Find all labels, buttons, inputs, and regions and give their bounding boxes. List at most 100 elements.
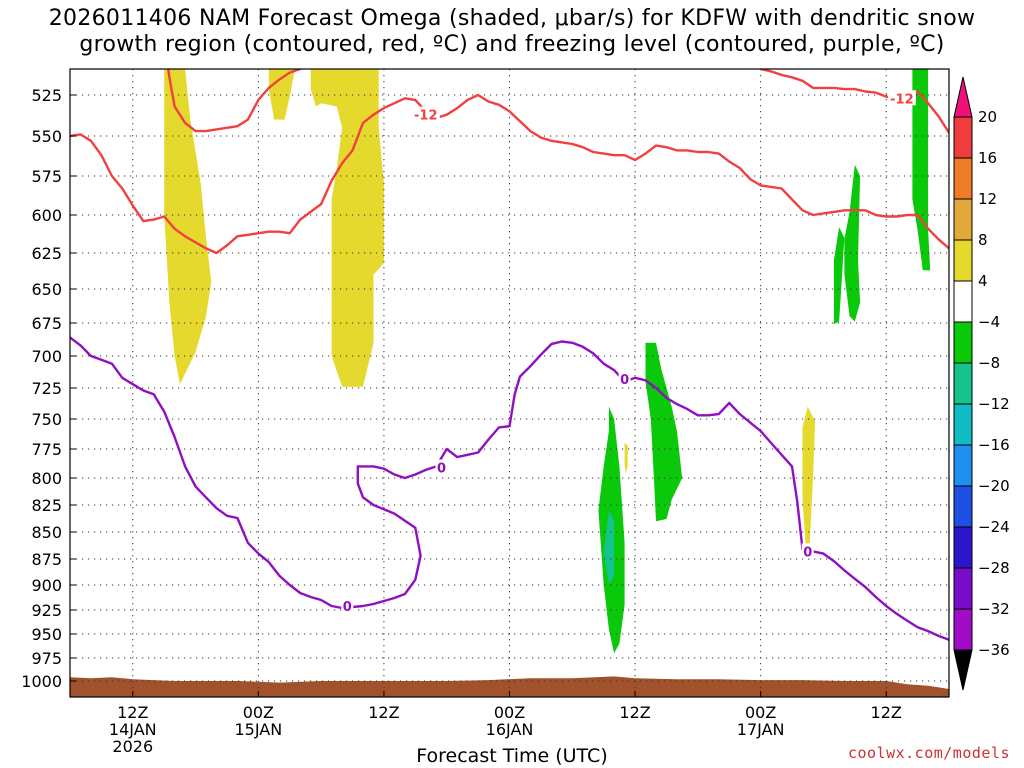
y-tick-label: 550	[31, 127, 62, 146]
colorbar-label: 4	[978, 272, 988, 290]
colorbar-top-triangle	[953, 76, 973, 118]
shaded-region-5	[802, 406, 816, 545]
contour-line-1	[70, 93, 949, 255]
x-tick-label: 12Z	[619, 703, 650, 722]
contour-label-bg	[801, 543, 814, 559]
x-tick-label: 16JAN	[486, 720, 534, 739]
x-tick-label: 2026	[112, 737, 153, 756]
y-tick-label: 950	[31, 625, 62, 644]
y-tick-label: 675	[31, 314, 62, 333]
terrain-layer	[70, 676, 949, 697]
contour-label: 0	[437, 462, 446, 477]
y-tick-label: 750	[31, 410, 62, 429]
shaded-region-10	[833, 227, 845, 325]
omega-shading-layer	[164, 69, 931, 654]
x-tick-label: 00Z	[243, 703, 274, 722]
colorbar-segment	[953, 116, 973, 159]
colorbar-label: −28	[978, 559, 1010, 577]
colorbar-segment	[953, 198, 973, 241]
colorbar-segment	[953, 403, 973, 446]
colorbar-segment	[953, 362, 973, 405]
shaded-region-3	[310, 69, 384, 387]
y-tick-label: 600	[31, 206, 62, 225]
contour-label: 0	[803, 545, 812, 560]
colorbar-segment	[953, 321, 973, 364]
contour-label-bg	[435, 459, 448, 475]
colorbar-label: 20	[978, 108, 997, 126]
colorbar-label: −16	[978, 436, 1010, 454]
colorbar: 20 16 12 8 4 −4 −8 −12 −16 −20 −24 −28 −32 −36	[953, 76, 1010, 691]
colorbar-label: 12	[978, 190, 997, 208]
contour-label-bg	[341, 598, 354, 613]
colorbar-label: −36	[978, 641, 1010, 659]
y-tick-label: 525	[31, 86, 62, 105]
site-credit[interactable]: coolwx.com/models	[847, 744, 1010, 762]
x-tick-label: 12Z	[871, 703, 902, 722]
y-tick-label: 975	[31, 649, 62, 668]
contour-label-bg	[411, 106, 440, 122]
y-tick-label: 875	[31, 550, 62, 569]
colorbar-segment	[953, 526, 973, 569]
shaded-region-4	[624, 443, 628, 474]
colorbar-label: −20	[978, 477, 1010, 495]
colorbar-label: 8	[978, 231, 988, 249]
contour-layer: -12 -12 0 0 0 0	[70, 69, 949, 641]
x-tick-label: 14JAN	[109, 720, 157, 739]
colorbar-segment	[953, 444, 973, 487]
colorbar-label: −4	[978, 313, 1000, 331]
colorbar-bottom-triangle	[953, 649, 973, 691]
x-tick-label: 15JAN	[234, 720, 282, 739]
contour-label-bg	[887, 90, 916, 106]
colorbar-segment	[953, 157, 973, 200]
contour-label: 0	[343, 600, 352, 615]
colorbar-segment	[953, 567, 973, 610]
colorbar-segment	[953, 280, 973, 323]
y-tick-label: 825	[31, 496, 62, 515]
chart-title-line-1: 2026011406 NAM Forecast Omega (shaded, μ…	[48, 6, 976, 31]
contour-line-3	[760, 69, 949, 134]
y-tick-label: 700	[31, 347, 62, 366]
contour-label: 0	[620, 373, 629, 388]
colorbar-segment	[953, 608, 973, 651]
colorbar-segment	[953, 485, 973, 528]
plot-frame	[69, 68, 950, 698]
grid-layer	[70, 69, 949, 697]
shaded-region-7	[603, 510, 615, 585]
y-tick-label: 925	[31, 601, 62, 620]
x-tick-label: 12Z	[117, 703, 148, 722]
terrain-surface	[70, 676, 949, 697]
x-tick-label: 17JAN	[737, 720, 785, 739]
colorbar-label: −24	[978, 518, 1010, 536]
colorbar-label: 16	[978, 149, 997, 167]
contour-label-bg	[618, 371, 631, 387]
colorbar-label: −8	[978, 354, 1000, 372]
shaded-region-1	[164, 69, 212, 385]
colorbar-label: −32	[978, 600, 1010, 618]
contour-label: -12	[890, 92, 914, 107]
x-tick-label: 12Z	[368, 703, 399, 722]
colorbar-label: −12	[978, 395, 1010, 413]
y-tick-label: 800	[31, 469, 62, 488]
contour-line-4	[70, 336, 949, 641]
colorbar-segment	[953, 239, 973, 282]
y-tick-label: 1000	[21, 672, 62, 691]
y-axis: 525 550 575 600 625 650 675 700 725 750 775 800 825 8…	[21, 86, 76, 691]
shaded-region-11	[912, 69, 931, 271]
chart-title-line-2: growth region (contoured, red, ºC) and f…	[79, 32, 945, 57]
contour-line-2	[167, 69, 303, 133]
x-axis-title: Forecast Time (UTC)	[416, 745, 608, 767]
shaded-region-9	[844, 164, 861, 322]
y-tick-label: 625	[31, 244, 62, 263]
y-tick-label: 850	[31, 523, 62, 542]
chart-title: 2026011406 NAM Forecast Omega (shaded, μ…	[0, 6, 1024, 58]
x-tick-label: 00Z	[745, 703, 776, 722]
y-tick-label: 775	[31, 440, 62, 459]
y-tick-label: 725	[31, 379, 62, 398]
y-tick-label: 575	[31, 167, 62, 186]
x-tick-label: 00Z	[494, 703, 525, 722]
contour-label: -12	[414, 109, 438, 124]
y-tick-label: 900	[31, 576, 62, 595]
y-tick-label: 650	[31, 280, 62, 299]
